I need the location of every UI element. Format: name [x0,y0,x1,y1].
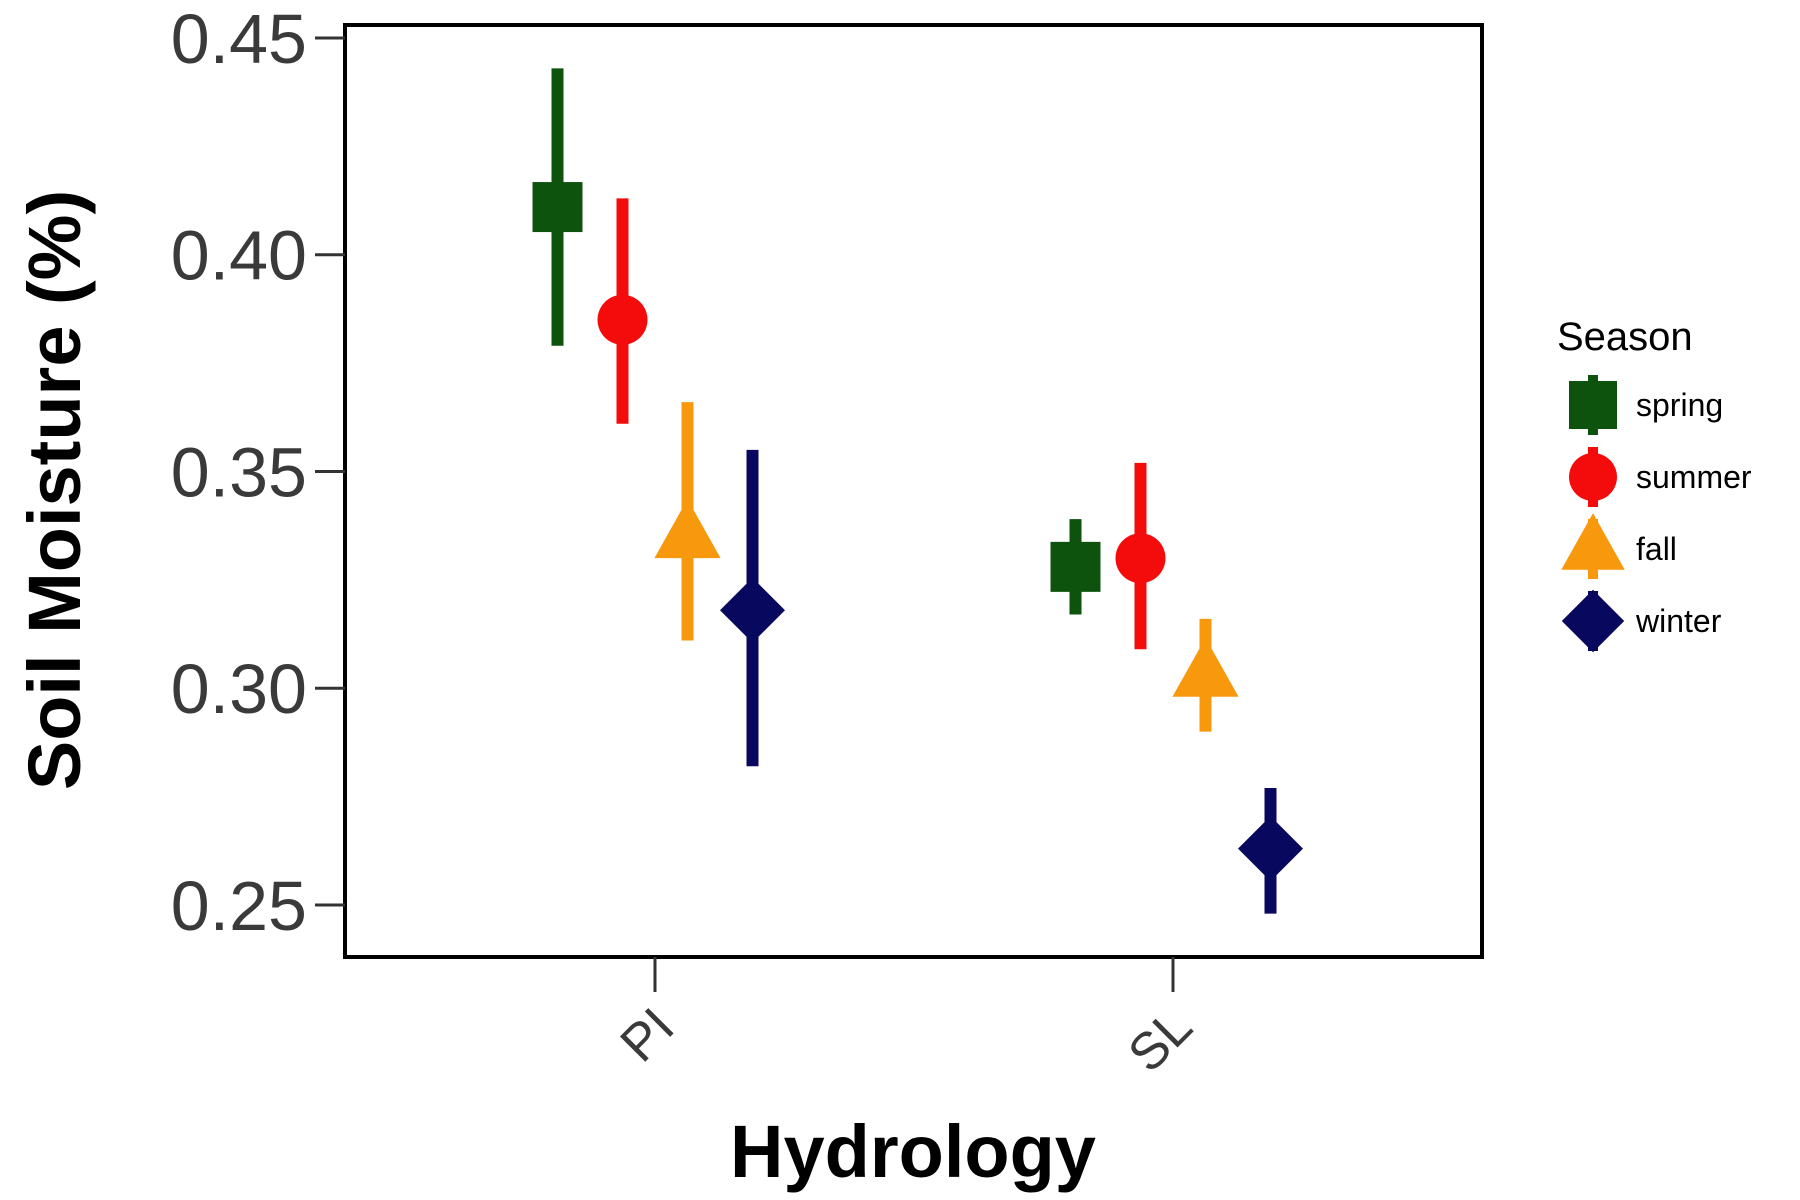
legend-key-marker [1569,453,1617,501]
data-point [1238,816,1303,882]
legend-label: winter [1635,603,1722,639]
y-tick-label: 0.25 [171,867,307,945]
legend-key-marker [1561,513,1625,570]
data-point [720,577,785,643]
legend-label: spring [1636,387,1723,423]
plot-panel-border [343,23,1484,959]
y-tick-label: 0.35 [171,433,307,511]
y-tick-label: 0.45 [171,0,307,78]
data-point [1172,637,1239,697]
legend-title: Season [1557,315,1693,359]
y-tick-label: 0.40 [171,217,307,295]
legend-label: summer [1636,459,1752,495]
data-point [532,182,583,233]
y-axis-title: Soil Moisture (%) [13,190,96,790]
x-tick-label: PI [610,997,686,1073]
x-tick-label: SL [1117,997,1203,1083]
legend-key-marker [1569,381,1617,429]
data-point [597,294,648,345]
data-point [1050,541,1101,592]
data-point [654,499,721,559]
y-tick-label: 0.30 [171,650,307,728]
data-point [1115,533,1166,584]
legend-label: fall [1636,531,1677,567]
x-axis-title: Hydrology [730,1110,1096,1193]
legend-key-marker [1561,589,1625,653]
